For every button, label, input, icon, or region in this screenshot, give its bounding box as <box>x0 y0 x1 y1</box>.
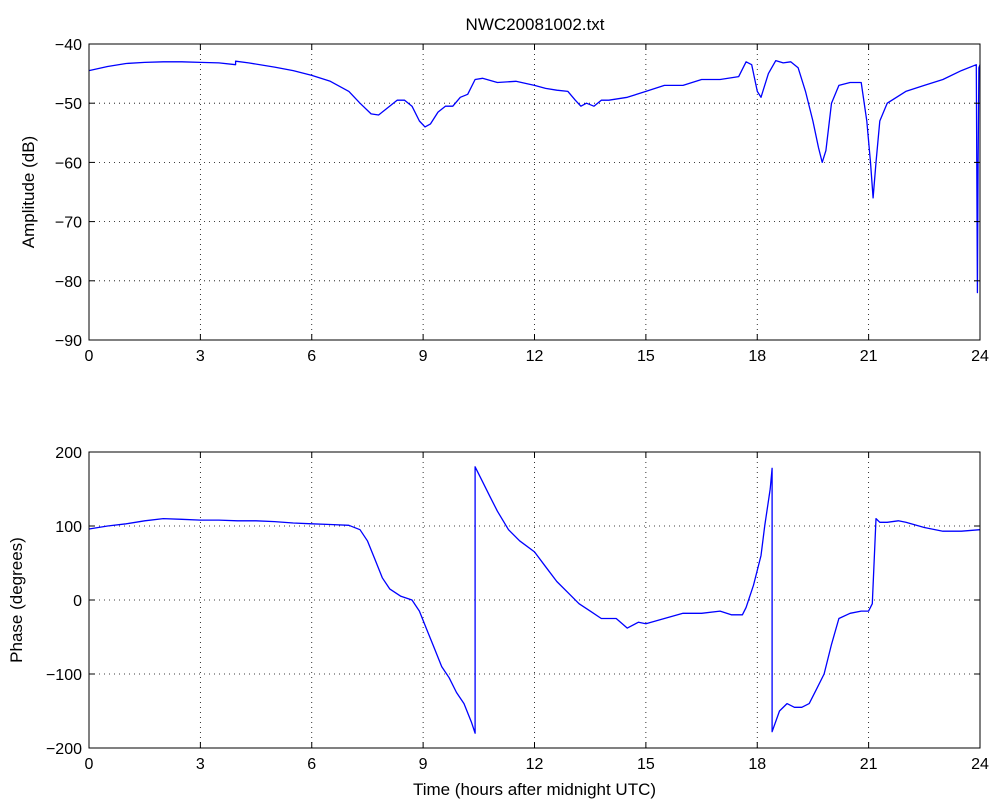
x-tick-label: 9 <box>419 756 428 773</box>
x-tick-label: 24 <box>971 348 989 365</box>
y-tick-label: −90 <box>55 333 82 350</box>
x-tick-label: 18 <box>748 348 766 365</box>
y-tick-label: −50 <box>55 96 82 113</box>
x-tick-label: 6 <box>307 348 316 365</box>
x-tick-label: 9 <box>419 348 428 365</box>
x-tick-label: 0 <box>85 348 94 365</box>
x-tick-label: 12 <box>526 348 544 365</box>
x-tick-label: 3 <box>196 348 205 365</box>
x-tick-label: 15 <box>637 756 655 773</box>
x-tick-label: 21 <box>860 756 878 773</box>
x-tick-label: 3 <box>196 756 205 773</box>
plot-area <box>89 44 980 340</box>
y-tick-label: −70 <box>55 215 82 232</box>
x-axis-title: Time (hours after midnight UTC) <box>413 780 656 799</box>
y-tick-label: −60 <box>55 155 82 172</box>
amplitude-panel: 0 3 6 9 12 15 18 21 24 −90 −80 −70 −60 −50 −40 Amplitud… <box>19 37 989 365</box>
x-tick-label: 6 <box>307 756 316 773</box>
series-line <box>88 59 981 294</box>
x-tick-label: 12 <box>526 756 544 773</box>
y-tick-label: −200 <box>46 741 82 758</box>
x-tick-label: 18 <box>748 756 766 773</box>
figure-title: NWC20081002.txt <box>466 15 605 34</box>
y-tick-label: 100 <box>55 519 82 536</box>
x-tick-label: 0 <box>85 756 94 773</box>
x-tick-label: 24 <box>971 756 989 773</box>
y-tick-label: −80 <box>55 274 82 291</box>
series-line <box>88 466 981 734</box>
x-tick-label: 21 <box>860 348 878 365</box>
y-axis-title: Amplitude (dB) <box>19 136 38 248</box>
phase-panel: 0 3 6 9 12 15 18 21 24 −200 −100 0 100 200 Phase (degr… <box>7 445 989 799</box>
x-tick-label: 15 <box>637 348 655 365</box>
y-axis-title: Phase (degrees) <box>7 537 26 663</box>
y-tick-label: 200 <box>55 445 82 462</box>
y-tick-label: −40 <box>55 37 82 54</box>
y-tick-label: 0 <box>73 593 82 610</box>
y-tick-label: −100 <box>46 667 82 684</box>
